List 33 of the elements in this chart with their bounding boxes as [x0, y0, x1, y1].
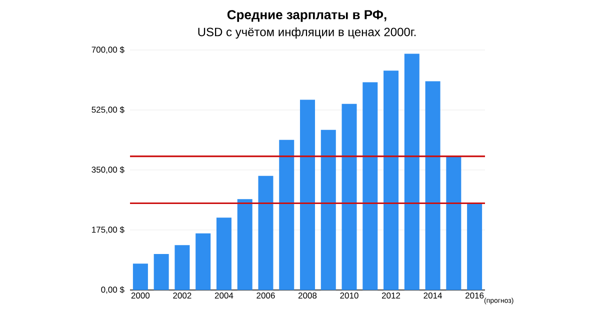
x-tick-label: 2006 — [256, 292, 275, 299]
bar — [237, 199, 252, 290]
bar — [342, 104, 357, 290]
y-tick-label: 175,00 $ — [92, 226, 124, 234]
x-tick-label: 2004 — [214, 292, 234, 299]
y-tick-label: 350,00 $ — [92, 166, 124, 174]
bar — [279, 140, 294, 290]
bar — [446, 156, 462, 290]
x-tick-label: 2014 — [424, 292, 442, 299]
bar — [320, 130, 336, 290]
bar — [258, 176, 274, 290]
bar — [154, 254, 169, 290]
bar — [216, 218, 232, 290]
y-tick-label: 700,00 $ — [92, 46, 124, 54]
bar — [132, 264, 148, 290]
bar — [404, 54, 420, 290]
x-tick-label: 2016 — [466, 292, 484, 299]
bar — [467, 204, 482, 290]
bar — [174, 245, 190, 290]
bar — [425, 81, 440, 290]
chart-subtitle: USD с учётом инфляции в ценах 2000г. — [198, 27, 416, 39]
bar — [196, 233, 211, 290]
bar — [362, 82, 378, 290]
x-tick-label: 2012 — [382, 292, 400, 299]
x-tick-label: 2010 — [340, 292, 358, 299]
y-tick-label: 0,00 $ — [101, 286, 124, 294]
x-tick-label: 2002 — [173, 292, 192, 299]
bar — [300, 100, 315, 290]
x-tick-label: 2008 — [298, 292, 317, 299]
y-tick-label: 525,00 $ — [92, 106, 124, 114]
bar — [384, 70, 399, 290]
chart-title: Средние зарплаты в РФ, — [227, 10, 386, 22]
x-tick-label: 2000 — [131, 292, 150, 299]
